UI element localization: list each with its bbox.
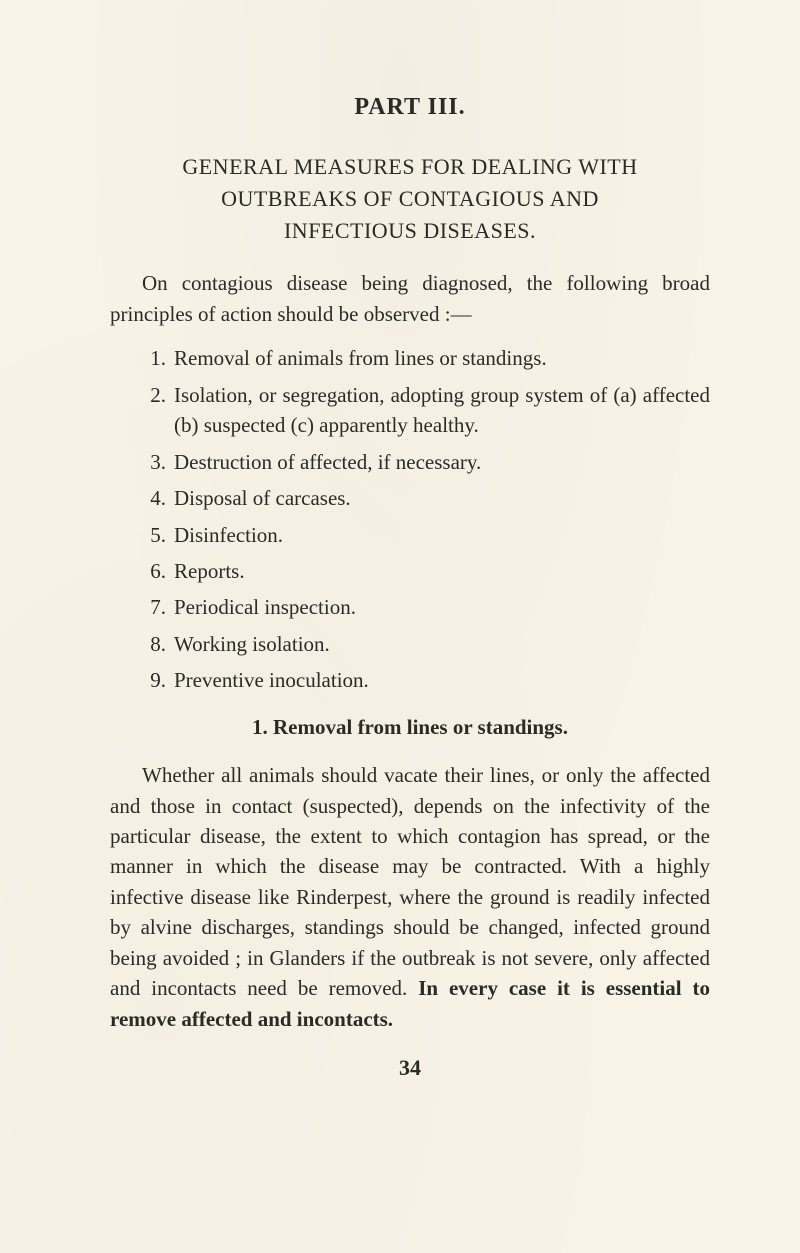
list-text: Isolation, or segregation, adopting grou… — [174, 380, 710, 441]
list-number: 4. — [110, 483, 174, 513]
list-text: Reports. — [174, 556, 710, 586]
heading-line-1: GENERAL MEASURES FOR DEALING WITH — [110, 151, 710, 183]
list-item: 3. Destruction of affected, if necessary… — [110, 447, 710, 477]
list-item: 7. Periodical inspection. — [110, 592, 710, 622]
body-paragraph: Whether all animals should vacate their … — [110, 760, 710, 1034]
list-text: Disinfection. — [174, 520, 710, 550]
list-number: 3. — [110, 447, 174, 477]
list-number: 8. — [110, 629, 174, 659]
list-text: Disposal of carcases. — [174, 483, 710, 513]
para-plain: Whether all animals should vacate their … — [110, 763, 710, 1000]
list-number: 9. — [110, 665, 174, 695]
list-text: Destruction of affected, if necessary. — [174, 447, 710, 477]
heading-line-3: INFECTIOUS DISEASES. — [110, 215, 710, 247]
list-item: 8. Working isolation. — [110, 629, 710, 659]
list-text: Working isolation. — [174, 629, 710, 659]
principles-list: 1. Removal of animals from lines or stan… — [110, 343, 710, 695]
list-number: 2. — [110, 380, 174, 441]
main-heading: GENERAL MEASURES FOR DEALING WITH OUTBRE… — [110, 151, 710, 247]
list-item: 5. Disinfection. — [110, 520, 710, 550]
list-text: Removal of animals from lines or standin… — [174, 343, 710, 373]
section-title: 1. Removal from lines or standings. — [110, 712, 710, 742]
list-item: 2. Isolation, or segregation, adopting g… — [110, 380, 710, 441]
list-text: Preventive inoculation. — [174, 665, 710, 695]
list-item: 1. Removal of animals from lines or stan… — [110, 343, 710, 373]
intro-paragraph: On contagious disease being diagnosed, t… — [110, 268, 710, 329]
scanned-page: PART III. GENERAL MEASURES FOR DEALING W… — [0, 0, 800, 1253]
list-text: Periodical inspection. — [174, 592, 710, 622]
list-item: 6. Reports. — [110, 556, 710, 586]
list-number: 6. — [110, 556, 174, 586]
part-title: PART III. — [110, 90, 710, 125]
page-number: 34 — [110, 1052, 710, 1084]
list-item: 9. Preventive inoculation. — [110, 665, 710, 695]
list-number: 7. — [110, 592, 174, 622]
list-item: 4. Disposal of carcases. — [110, 483, 710, 513]
list-number: 1. — [110, 343, 174, 373]
heading-line-2: OUTBREAKS OF CONTAGIOUS AND — [110, 183, 710, 215]
list-number: 5. — [110, 520, 174, 550]
